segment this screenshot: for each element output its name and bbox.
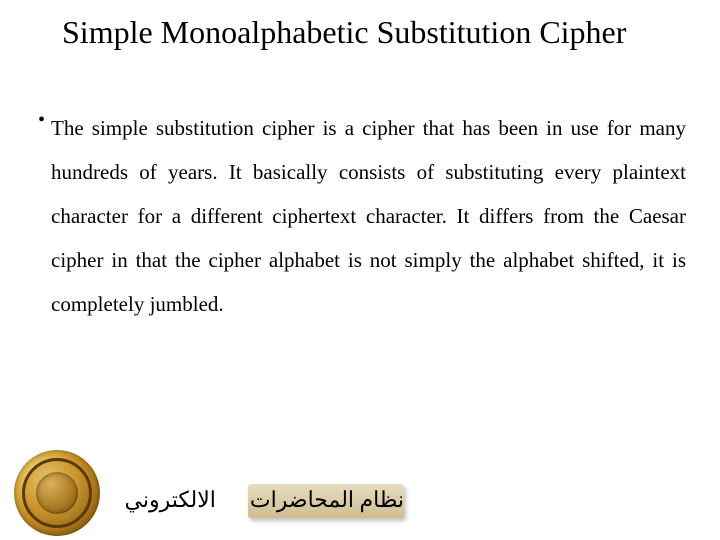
slide-footer: نظام المحاضرات الالكتروني [0,450,720,540]
seal-icon [14,450,100,536]
bullet-item: • The simple substitution cipher is a ci… [38,106,686,326]
footer-text-right: نظام المحاضرات [250,487,404,513]
footer-text-left: الالكتروني [125,487,216,513]
footer-label-bar: نظام المحاضرات الالكتروني [104,480,404,520]
body-content: • The simple substitution cipher is a ci… [38,106,686,326]
slide-title: Simple Monoalphabetic Substitution Ciphe… [62,14,662,51]
bullet-text: The simple substitution cipher is a ciph… [51,106,686,326]
bullet-marker: • [38,106,45,134]
